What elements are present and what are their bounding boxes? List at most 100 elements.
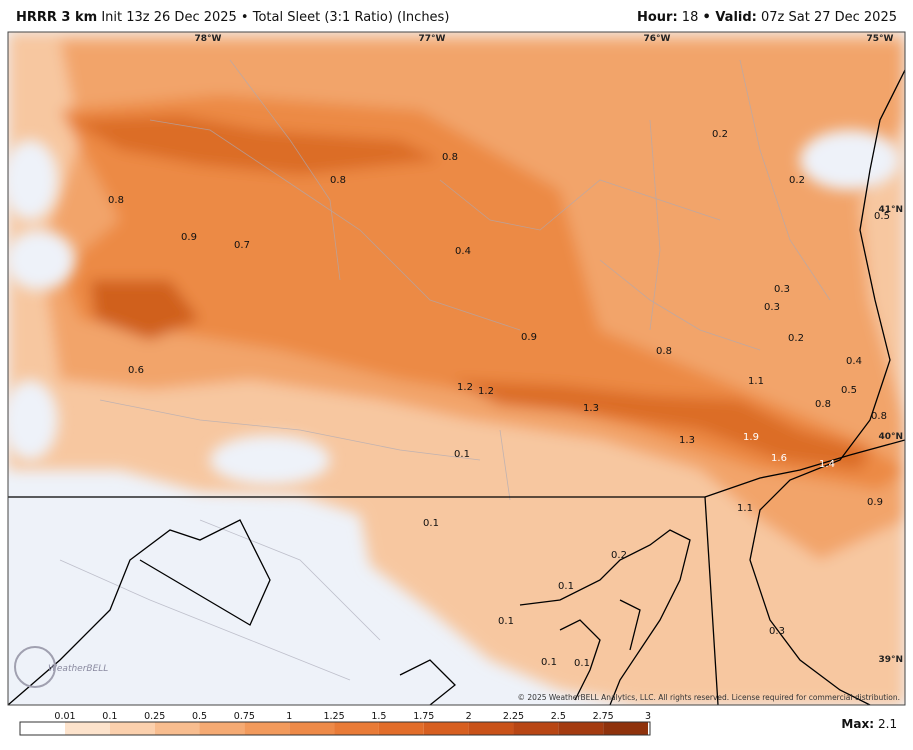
legend-tick-label: 1.75 [413,711,434,722]
legend-segment [513,722,559,735]
point-value: 1.3 [679,435,695,446]
legend-tick-label: 2.75 [593,711,614,722]
point-value: 0.3 [774,284,790,295]
title: HRRR 3 km Init 13z 26 Dec 2025 • Total S… [16,10,449,25]
boundaries [8,69,905,705]
legend-segment [109,722,155,735]
point-value: 0.9 [521,332,537,343]
legend-segment [244,722,290,735]
legend-segment [65,722,110,735]
point-value: 1.3 [583,403,599,414]
point-value: 1.1 [737,503,753,514]
max-label: Max: [841,717,874,731]
point-value: 0.1 [574,658,590,669]
point-value: 0.8 [330,175,346,186]
legend-segment [603,722,648,735]
legend-segment [20,722,65,735]
point-value: 0.4 [846,356,862,367]
legend-tick-label: 1.25 [323,711,344,722]
legend-tick-label: 0.01 [54,711,75,722]
point-value: 0.7 [234,240,250,251]
point-value: 1.4 [819,459,835,470]
legend-segment [423,722,469,735]
legend-tick-label: 1.5 [371,711,386,722]
point-value: 1.6 [771,453,787,464]
point-value: 0.2 [611,550,627,561]
legend-tick-label: 2 [466,711,472,722]
legend-segment [468,722,514,735]
point-labels: 78°W 77°W 76°W 75°W 41°N 40°N 39°N 0.8 0.8 0.8 0.9… [108,34,903,669]
legend-frame [19,721,651,736]
legend-tick-label: 0.75 [234,711,255,722]
latitude-label: 40°N [878,432,903,442]
point-value: 0.1 [498,616,514,627]
field-darker [450,380,870,470]
bay-coast [519,529,691,705]
valid-label: • Valid: [702,10,757,25]
point-value: 0.3 [769,626,785,637]
point-value: 0.1 [541,657,557,668]
county-lines [59,59,831,681]
legend-tick-label: 3 [645,711,651,722]
valid: 07z Sat 27 Dec 2025 [761,10,897,25]
copyright: © 2025 WeatherBELL Analytics, LLC. All r… [518,693,900,702]
point-value: 0.9 [867,497,883,508]
longitude-label: 75°W [867,34,894,44]
point-value: 0.8 [108,195,124,206]
logo-mark [14,646,56,688]
hour: 18 [681,10,699,25]
field-gaps [8,130,900,485]
legend: 0.01 0.1 0.25 0.5 0.75 1 1.25 1.5 1.75 2 2.25 2.5 2.… [19,711,897,736]
state-line [704,439,905,498]
description: Init 13z 26 Dec 2025 • Total Sleet (3:1 … [101,10,450,25]
state-line [8,519,271,705]
field-darker [90,280,200,340]
river [749,69,905,705]
point-value: 0.8 [656,346,672,357]
latitude-label: 41°N [878,205,903,215]
point-value: 0.4 [455,246,471,257]
point-value: 0.2 [788,333,804,344]
legend-segment [289,722,335,735]
field-dark [60,95,905,490]
point-value: 1.9 [743,432,759,443]
point-value: 0.3 [764,302,780,313]
legend-segment [334,722,379,735]
legend-segment [154,722,200,735]
field-darker [70,115,440,175]
point-value: 0.9 [181,232,197,243]
point-value: 1.2 [478,386,494,397]
longitude-label: 77°W [419,34,446,44]
model: HRRR 3 km [16,10,98,25]
header: HRRR 3 km Init 13z 26 Dec 2025 • Total S… [10,10,903,30]
legend-tick-label: 0.25 [144,711,165,722]
legend-segment [558,722,604,735]
point-value: 1.1 [748,376,764,387]
point-value: 0.8 [442,152,458,163]
sleet-field [8,32,905,705]
point-value: 0.8 [815,399,831,410]
point-value: 1.2 [457,382,473,393]
point-value: 0.6 [128,365,144,376]
legend-tick-label: 2.25 [503,711,524,722]
legend-tick-label: 2.5 [551,711,566,722]
point-value: 0.8 [871,411,887,422]
legend-tick-label: 0.5 [192,711,207,722]
state-line [399,659,456,705]
legend-tick-label: 1 [286,711,292,722]
longitude-label: 78°W [195,34,222,44]
latitude-label: 39°N [878,655,903,665]
map-frame [7,31,906,706]
hour-label: Hour: [636,10,678,25]
point-value: 0.2 [712,129,728,140]
legend-tick-label: 0.1 [102,711,117,722]
point-value: 0.1 [454,449,470,460]
point-value: 0.1 [558,581,574,592]
max-value: 2.1 [878,717,897,731]
map: WeatherBELL © 2025 WeatherBELL Analytics… [8,32,905,705]
logo: WeatherBELL [48,664,108,674]
valid-info: Hour: 18 • Valid: 07z Sat 27 Dec 2025 [637,10,897,25]
legend-segment [199,722,245,735]
